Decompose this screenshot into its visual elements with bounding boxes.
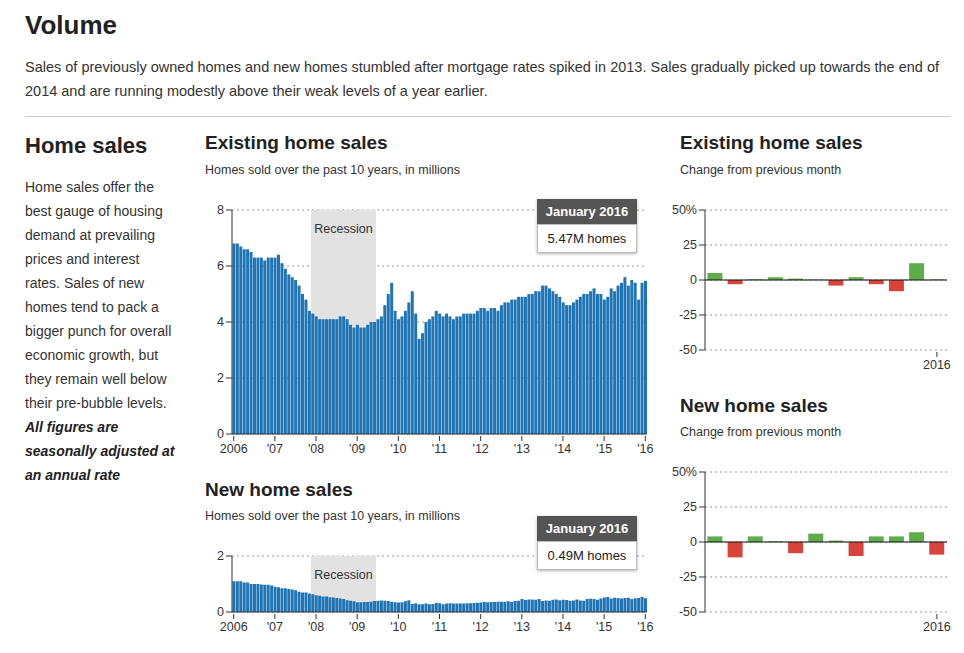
svg-text:-50: -50 xyxy=(679,605,697,619)
svg-text:0: 0 xyxy=(217,427,224,441)
html-text:Volume: Volume xyxy=(25,10,117,40)
svg-text:2006: 2006 xyxy=(220,442,248,454)
svg-text:-25: -25 xyxy=(679,570,697,584)
svg-text:0: 0 xyxy=(690,273,697,287)
svg-text:2006: 2006 xyxy=(220,620,248,632)
html-text:Home sales offer the best gaug: Home sales offer the best gauge of housi… xyxy=(25,179,172,411)
svg-text:'12: '12 xyxy=(473,620,489,632)
html-text:Change from previous month: Change from previous month xyxy=(680,163,842,177)
html-text:January 2016: January 2016 xyxy=(545,521,629,536)
html-text:New home sales: New home sales xyxy=(205,479,353,500)
svg-text:'11: '11 xyxy=(432,620,447,632)
html-text:5.47M homes: 5.47M homes xyxy=(547,231,627,246)
svg-text:'10: '10 xyxy=(390,442,406,454)
html-text:Homes sold over the past 10 ye: Homes sold over the past 10 years, in mi… xyxy=(205,163,460,177)
svg-text:2016: 2016 xyxy=(923,358,951,370)
svg-text:0: 0 xyxy=(690,535,697,549)
svg-text:Recession: Recession xyxy=(314,568,372,582)
html-text:Existing home sales: Existing home sales xyxy=(680,132,863,153)
svg-text:2: 2 xyxy=(217,549,224,563)
html-text:0.49M homes: 0.49M homes xyxy=(547,548,627,563)
svg-text:'14: '14 xyxy=(555,442,571,454)
svg-text:50%: 50% xyxy=(672,203,697,217)
svg-text:'09: '09 xyxy=(349,620,365,632)
svg-text:'14: '14 xyxy=(555,620,571,632)
svg-text:'09: '09 xyxy=(349,442,365,454)
svg-text:'10: '10 xyxy=(390,620,406,632)
svg-text:'11: '11 xyxy=(432,442,447,454)
svg-text:'15: '15 xyxy=(596,442,612,454)
svg-text:'13: '13 xyxy=(514,442,530,454)
svg-text:'13: '13 xyxy=(514,620,530,632)
svg-text:25: 25 xyxy=(683,238,697,252)
svg-text:4: 4 xyxy=(217,315,224,329)
html-text:All figures are seasonally adj: All figures are seasonally adjusted at a… xyxy=(25,419,175,483)
svg-text:2: 2 xyxy=(217,371,224,385)
svg-text:Recession: Recession xyxy=(314,222,372,236)
html-text:Change from previous month: Change from previous month xyxy=(680,425,842,439)
svg-text:0: 0 xyxy=(217,605,224,619)
html-text:Home sales: Home sales xyxy=(25,133,148,158)
svg-text:'07: '07 xyxy=(267,620,283,632)
svg-text:'12: '12 xyxy=(473,442,489,454)
svg-text:6: 6 xyxy=(217,259,224,273)
html-text:New home sales: New home sales xyxy=(680,395,828,416)
svg-text:25: 25 xyxy=(683,500,697,514)
svg-text:2016: 2016 xyxy=(923,620,951,632)
svg-text:50%: 50% xyxy=(672,465,697,479)
svg-text:'08: '08 xyxy=(308,620,324,632)
svg-text:'07: '07 xyxy=(267,442,283,454)
svg-text:'16: '16 xyxy=(637,620,653,632)
svg-text:-25: -25 xyxy=(679,308,697,322)
html-text:Homes sold over the past 10 ye: Homes sold over the past 10 years, in mi… xyxy=(205,509,460,523)
svg-text:'08: '08 xyxy=(308,442,324,454)
html-text:Existing home sales: Existing home sales xyxy=(205,132,388,153)
html-text:January 2016: January 2016 xyxy=(545,204,629,219)
svg-text:'16: '16 xyxy=(637,442,653,454)
svg-text:'15: '15 xyxy=(596,620,612,632)
html-text:Sales of previously owned home: Sales of previously owned homes and new … xyxy=(25,59,939,99)
svg-text:-50: -50 xyxy=(679,343,697,357)
svg-text:8: 8 xyxy=(217,203,224,217)
